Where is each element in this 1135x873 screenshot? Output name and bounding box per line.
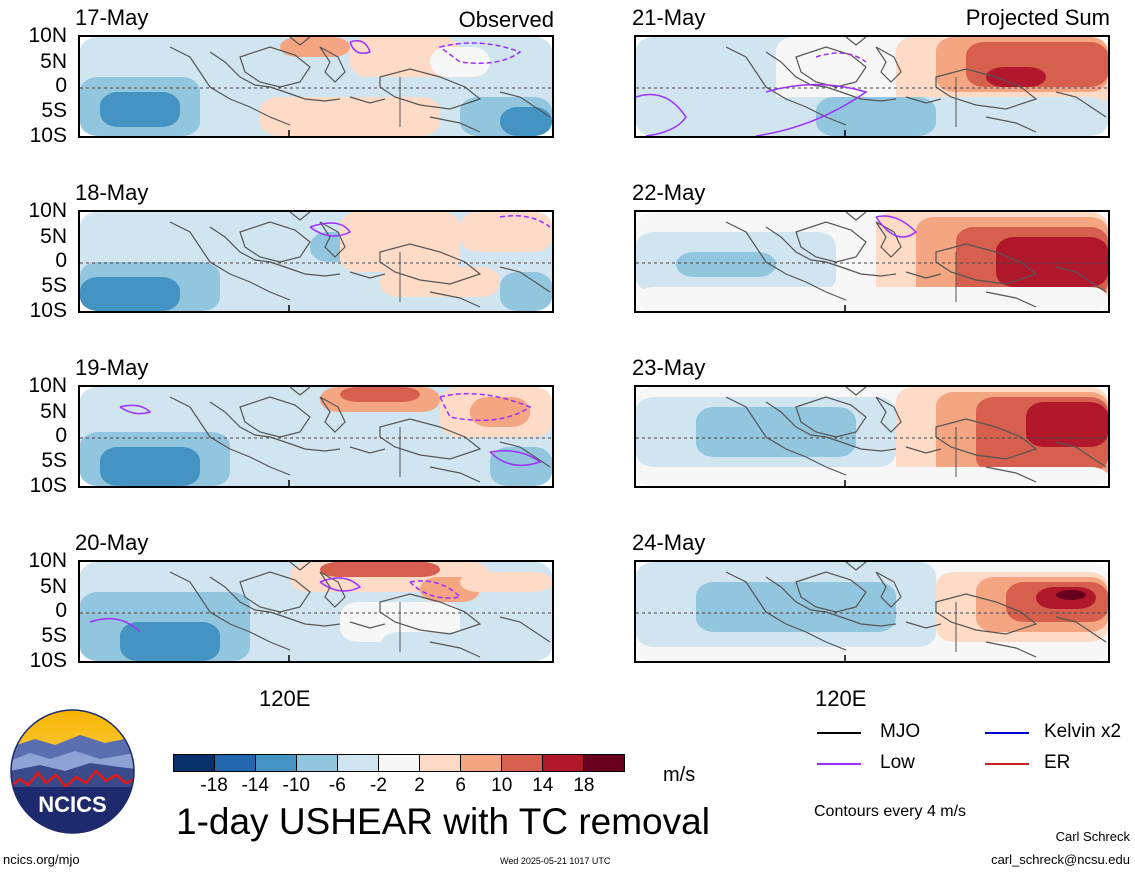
colorbar-tick-label: -6 xyxy=(328,775,346,796)
logo-text: NCICS xyxy=(38,792,106,817)
map-panel-24-may xyxy=(634,560,1110,663)
lat-label: 0 xyxy=(55,599,67,622)
lat-label: 10S xyxy=(29,649,67,672)
footer-email-link[interactable]: carl_schreck@ncsu.edu xyxy=(991,852,1130,867)
colorbar-swatch xyxy=(584,755,624,771)
lat-label: 5N xyxy=(40,400,67,423)
panel-tag-projected-sum: Projected Sum xyxy=(965,5,1110,30)
colorbar-tick-label: 2 xyxy=(414,775,425,796)
map-panel-20-may xyxy=(78,560,554,663)
panel-date-18-may: 18-May xyxy=(75,180,149,205)
lat-label: 10N xyxy=(28,549,67,572)
panel-tag-observed: Observed xyxy=(458,7,554,32)
colorbar xyxy=(173,754,625,772)
colorbar-tick-label: -18 xyxy=(200,775,228,796)
colorbar-swatch xyxy=(502,755,543,771)
lat-label: 10S xyxy=(29,474,67,497)
ncics-logo: NCICS xyxy=(10,709,135,834)
lat-label: 5N xyxy=(40,50,67,73)
colorbar-swatch xyxy=(461,755,502,771)
panel-date-21-may: 21-May xyxy=(632,5,706,30)
colorbar-swatch xyxy=(256,755,297,771)
legend-line-low xyxy=(817,763,861,765)
legend-label-mjo: MJO xyxy=(880,721,921,742)
legend-label-low: Low xyxy=(880,752,915,773)
panel-date-22-may: 22-May xyxy=(632,180,706,205)
contour-note: Contours every 4 m/s xyxy=(814,803,967,820)
lat-label: 5S xyxy=(41,99,67,122)
lat-label: 5N xyxy=(40,225,67,248)
panel-date-20-may: 20-May xyxy=(75,530,149,555)
colorbar-swatch xyxy=(543,755,584,771)
colorbar-tick-label: 10 xyxy=(491,775,513,796)
lat-label: 0 xyxy=(55,424,67,447)
lat-label: 5N xyxy=(40,575,67,598)
colorbar-swatch xyxy=(215,755,256,771)
footer-site-link[interactable]: ncics.org/mjo xyxy=(3,852,80,867)
colorbar-tick-label: -10 xyxy=(282,775,310,796)
map-panel-17-may xyxy=(78,35,554,138)
legend-line-er xyxy=(985,763,1029,765)
legend-line-mjo xyxy=(817,732,861,734)
map-panel-18-may xyxy=(78,210,554,313)
colorbar-tick-label: 14 xyxy=(532,775,554,796)
map-panel-23-may xyxy=(634,385,1110,488)
colorbar-tick-label: 18 xyxy=(573,775,595,796)
panel-date-24-may: 24-May xyxy=(632,530,706,555)
lat-label: 10S xyxy=(29,124,67,147)
lon-label-left: 120E xyxy=(259,686,311,711)
panel-date-19-may: 19-May xyxy=(75,355,149,380)
colorbar-swatch xyxy=(338,755,379,771)
lat-label: 5S xyxy=(41,449,67,472)
panel-date-17-may: 17-May xyxy=(75,5,149,30)
colorbar-swatch xyxy=(420,755,461,771)
lat-label: 0 xyxy=(55,74,67,97)
colorbar-tick-label: -2 xyxy=(370,775,387,796)
lat-label: 0 xyxy=(55,249,67,272)
panel-date-23-may: 23-May xyxy=(632,355,706,380)
map-panel-22-may xyxy=(634,210,1110,313)
map-panel-21-may xyxy=(634,35,1110,138)
lat-label: 10N xyxy=(28,199,67,222)
lat-label: 10N xyxy=(28,374,67,397)
colorbar-tick-label: 6 xyxy=(455,775,466,796)
lat-label: 5S xyxy=(41,274,67,297)
lat-label: 10S xyxy=(29,299,67,322)
footer-timestamp: Wed 2025-05-21 1017 UTC xyxy=(500,856,611,866)
colorbar-swatch xyxy=(297,755,338,771)
colorbar-swatch xyxy=(174,755,215,771)
legend-label-kelvin: Kelvin x2 xyxy=(1044,721,1122,742)
legend-line-kelvin xyxy=(985,732,1029,734)
colorbar-units: m/s xyxy=(663,764,696,786)
colorbar-tick-label: -14 xyxy=(241,775,269,796)
lon-label-right: 120E xyxy=(815,686,867,711)
lat-label: 5S xyxy=(41,624,67,647)
figure-title: 1-day USHEAR with TC removal xyxy=(176,801,710,842)
lat-label: 10N xyxy=(28,24,67,47)
map-panel-19-may xyxy=(78,385,554,488)
footer-author: Carl Schreck xyxy=(1055,829,1130,844)
colorbar-swatch xyxy=(379,755,420,771)
legend-label-er: ER xyxy=(1044,752,1071,773)
